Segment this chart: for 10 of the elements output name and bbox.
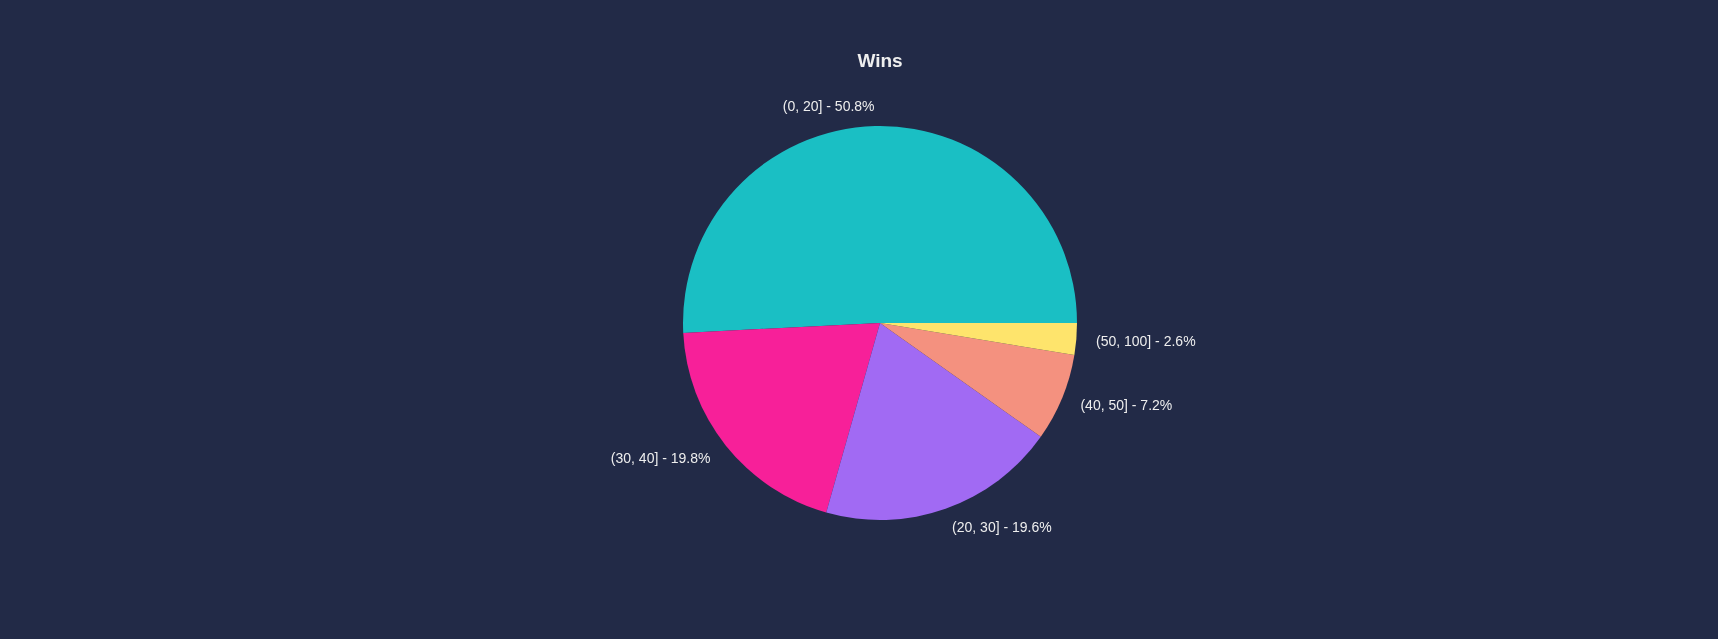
slice-label: (40, 50] - 7.2% (1080, 397, 1173, 414)
pie-slice (880, 323, 1077, 356)
slice-label: (30, 40] - 19.8% (610, 449, 711, 466)
pie-slice (880, 323, 1075, 437)
slice-label: (50, 100] - 2.6% (1095, 332, 1196, 349)
chart-title: Wins (857, 50, 903, 71)
slice-label: (20, 30] - 19.6% (952, 519, 1052, 536)
pie-slice (683, 126, 1077, 333)
slice-label: (0, 20] - 50.8% (782, 98, 875, 115)
pie-slice (826, 323, 1041, 520)
